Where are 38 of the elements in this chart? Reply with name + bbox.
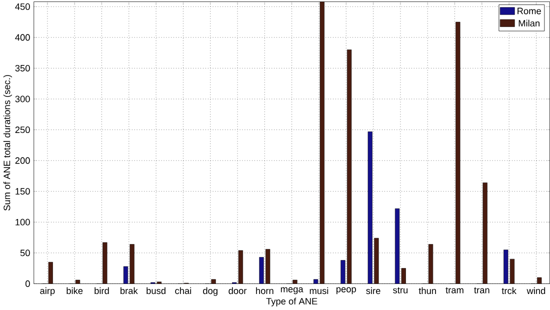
y-tick-label: 0	[25, 280, 30, 288]
y-tick-label: 50	[20, 250, 30, 256]
x-tick-label: wind	[526, 287, 546, 294]
bar	[75, 280, 80, 284]
bar	[259, 257, 264, 284]
legend-label: Rome	[518, 8, 541, 14]
x-tick-label: tran	[474, 287, 490, 294]
x-tick-label: bike	[66, 287, 83, 294]
x-tick-label: chai	[175, 287, 192, 294]
y-tick-label: 350	[15, 65, 30, 72]
legend-label: Milan	[518, 20, 540, 27]
y-tick-label: 300	[15, 96, 30, 102]
y-tick-label: 400	[15, 34, 30, 41]
x-tick-label: door	[228, 287, 247, 294]
x-tick-label: bird	[94, 287, 109, 294]
x-tick-label: peop	[336, 287, 356, 294]
x-tick-label: horn	[256, 287, 274, 294]
x-tick-label: dog	[203, 287, 218, 296]
x-tick-label: musi	[310, 287, 328, 294]
x-tick-label: airp	[40, 287, 55, 296]
x-axis-title: Type of ANE	[266, 298, 318, 306]
x-tick-label: sire	[366, 287, 380, 294]
bar	[292, 280, 298, 284]
x-tick-label: tram	[446, 287, 464, 294]
x-tick-label: thun	[418, 287, 436, 294]
x-tick-label: busd	[146, 287, 166, 294]
x-tick-label: stru	[393, 287, 408, 294]
y-tick-label: 150	[16, 188, 30, 195]
bar	[211, 279, 216, 284]
y-tick-label: 250	[15, 126, 30, 134]
y-tick-label: 200	[15, 157, 30, 164]
x-tick-label: mega	[280, 287, 304, 294]
x-tick-label: brak	[120, 287, 138, 294]
y-axis-title: Sum of ANE total durations (sec.)	[3, 75, 12, 211]
x-tick-label: trck	[502, 287, 516, 294]
bar	[340, 260, 346, 284]
y-tick-label: 100	[16, 218, 30, 226]
y-tick-label: 450	[15, 4, 30, 10]
